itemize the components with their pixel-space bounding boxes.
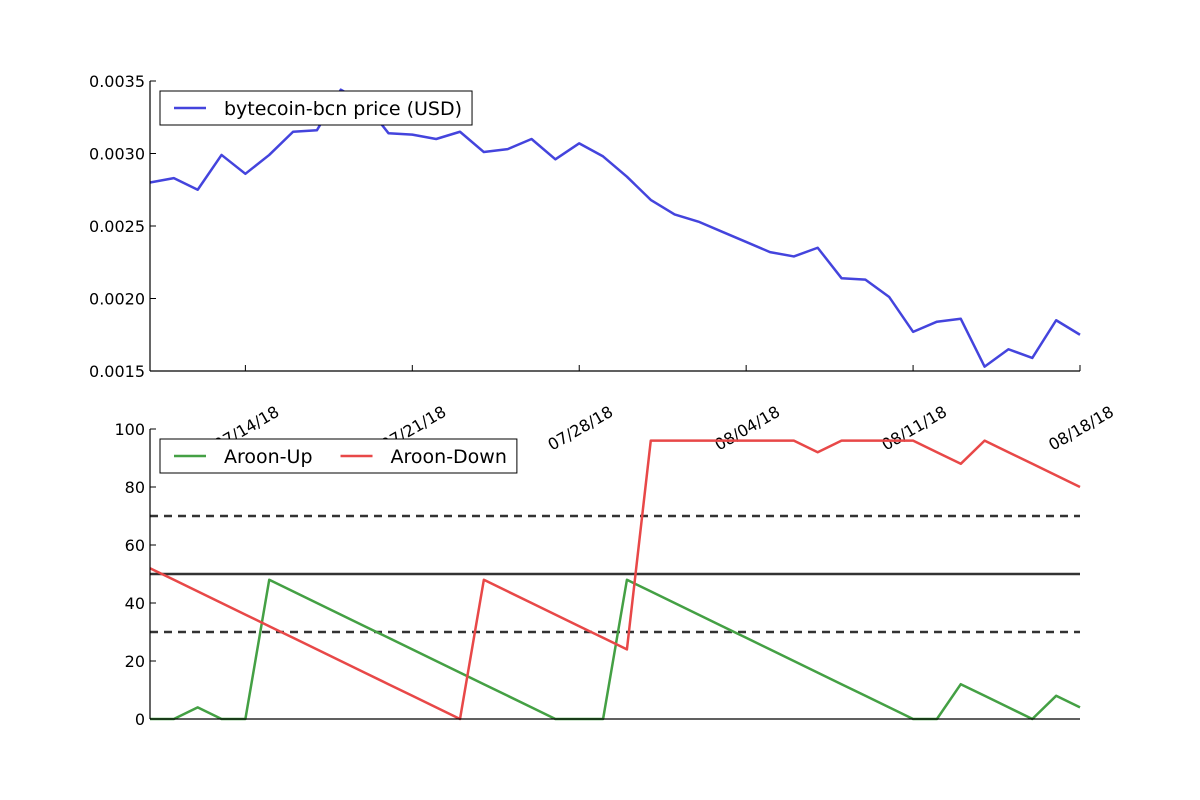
price-x-tick-label: 07/28/18 [544,402,616,454]
aroon-y-tick-label: 40 [125,594,145,613]
aroon-y-tick-label: 80 [125,478,145,497]
price-x-tick-label: 08/11/18 [878,402,950,454]
aroon-chart-panel: 0 20 40 60 80 100 Aroon-Up Aroon-Down [114,420,1081,729]
aroon-legend: Aroon-Up Aroon-Down [159,438,518,474]
price-x-tick-label: 08/18/18 [1045,402,1117,454]
aroon-y-tick-label: 100 [114,420,145,439]
aroon-y-tick-label: 0 [135,710,145,729]
aroon-legend-label-0: Aroon-Up [224,446,313,468]
price-y-tick-label: 0.0020 [89,290,145,309]
price-y-tick-label: 0.0025 [89,217,145,236]
aroon-y-tick-label: 20 [125,652,145,671]
price-legend-box [159,90,473,126]
price-y-tick-label: 0.0030 [89,145,145,164]
aroon-y-tick-label: 60 [125,536,145,555]
price-legend: bytecoin-bcn price (USD) [159,90,473,126]
price-y-tick-label: 0.0015 [89,362,145,381]
aroon-series-line-1 [149,439,1081,721]
price-legend-label-0: bytecoin-bcn price (USD) [224,98,462,120]
aroon-legend-box [159,438,518,474]
price-y-tick-label: 0.0035 [89,72,145,91]
price-series-line-0 [149,88,1081,368]
aroon-legend-label-1: Aroon-Down [391,446,507,468]
price-x-tick-label: 08/04/18 [711,402,783,454]
aroon-series-line-0 [150,578,1081,721]
